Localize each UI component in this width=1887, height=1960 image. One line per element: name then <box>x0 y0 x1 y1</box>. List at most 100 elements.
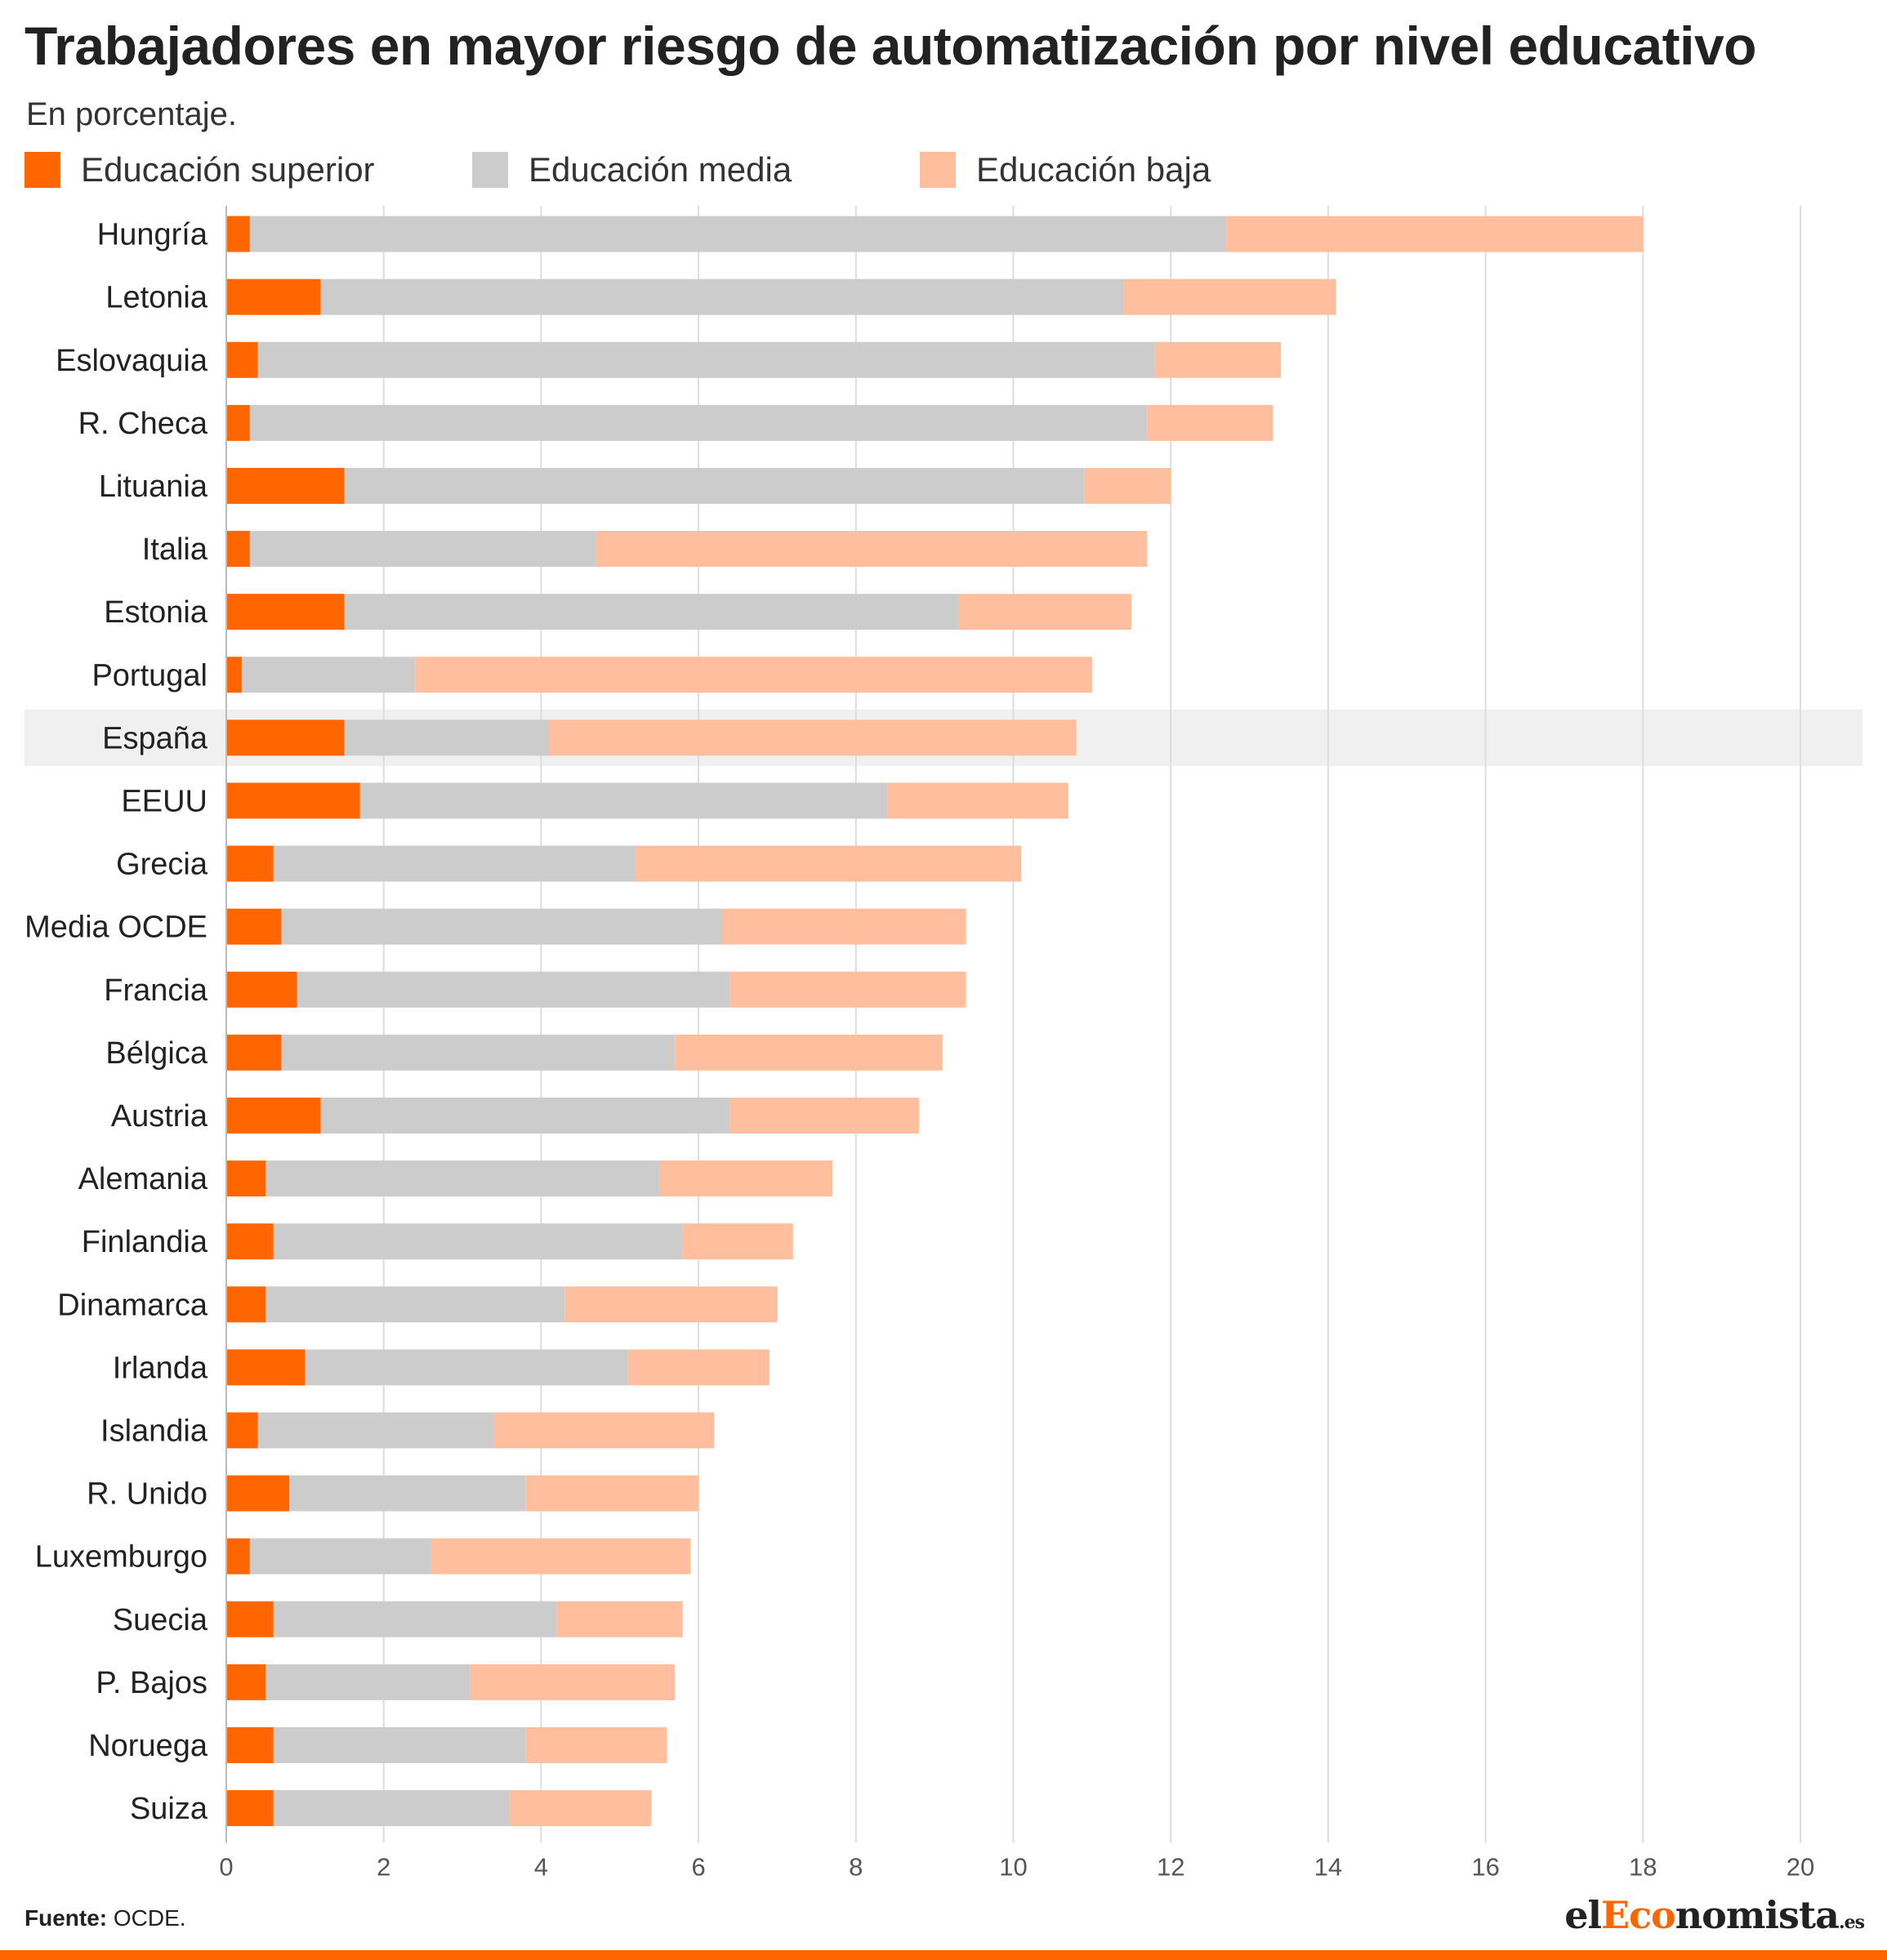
category-label-francia: Francia <box>104 973 208 1008</box>
x-tick-label-12: 12 <box>1157 1853 1184 1882</box>
category-label-belgica: Bélgica <box>105 1036 207 1071</box>
bar-r-unido-educacion-superior <box>226 1475 290 1512</box>
bar-alemania-educacion-baja <box>658 1160 832 1197</box>
category-label-grecia: Grecia <box>116 848 208 882</box>
bar-austria-educacion-media <box>320 1097 730 1134</box>
bar-lituania-educacion-baja <box>1084 467 1171 504</box>
legend-swatch-baja <box>920 152 956 188</box>
bar-italia-educacion-baja <box>596 531 1148 568</box>
bar-espana-educacion-media <box>344 719 550 756</box>
bar-noruega-educacion-media <box>273 1726 526 1763</box>
category-label-hungria: Hungría <box>97 218 208 252</box>
bar-portugal-educacion-baja <box>415 657 1092 693</box>
bar-espana-educacion-superior <box>226 719 345 756</box>
bar-alemania-educacion-superior <box>226 1160 266 1197</box>
bar-letonia-educacion-baja <box>1123 278 1336 315</box>
category-label-alemania: Alemania <box>78 1162 208 1196</box>
bar-belgica-educacion-superior <box>226 1034 282 1071</box>
category-label-letonia: Letonia <box>105 281 208 315</box>
category-label-italia: Italia <box>142 532 208 567</box>
bar-dinamarca-educacion-baja <box>564 1286 778 1323</box>
bar-finlandia-educacion-superior <box>226 1223 274 1260</box>
bar-luxemburgo-educacion-media <box>249 1538 431 1575</box>
legend-swatch-media <box>472 152 508 188</box>
x-tick-label-20: 20 <box>1787 1853 1814 1882</box>
bar-dinamarca-educacion-media <box>265 1286 565 1323</box>
bar-hungria-educacion-superior <box>226 216 250 252</box>
x-tick-label-8: 8 <box>849 1853 863 1882</box>
category-label-eslovaquia: Eslovaquia <box>56 344 208 378</box>
bar-austria-educacion-baja <box>729 1097 919 1134</box>
bar-eslovaquia-educacion-baja <box>1154 341 1282 378</box>
category-label-noruega: Noruega <box>88 1729 208 1763</box>
chart-subtitle: En porcentaje. <box>26 96 237 132</box>
bar-r-unido-educacion-baja <box>525 1475 699 1512</box>
source-note: Fuente: OCDE. <box>25 1905 186 1931</box>
bar-estonia-educacion-baja <box>958 594 1132 630</box>
bar-eeuu-educacion-superior <box>226 782 360 819</box>
bar-islandia-educacion-superior <box>226 1412 258 1449</box>
bar-eeuu-educacion-media <box>359 782 888 819</box>
brand-logo: elEconomista.es <box>1564 1893 1865 1937</box>
category-label-finlandia: Finlandia <box>82 1225 208 1259</box>
bar-eslovaquia-educacion-superior <box>226 341 258 378</box>
brand-prefix: el <box>1564 1893 1602 1937</box>
category-label-r-unido: R. Unido <box>87 1477 207 1512</box>
bar-p-bajos-educacion-superior <box>226 1664 266 1700</box>
bar-alemania-educacion-media <box>265 1160 659 1197</box>
bar-suiza-educacion-media <box>273 1790 510 1827</box>
category-label-eeuu: EEUU <box>121 784 207 818</box>
bottom-accent-bar <box>0 1950 1887 1960</box>
bar-belgica-educacion-baja <box>675 1034 943 1071</box>
bar-islandia-educacion-media <box>257 1412 494 1449</box>
bar-irlanda-educacion-superior <box>226 1349 306 1386</box>
bar-belgica-educacion-media <box>281 1034 676 1071</box>
bar-francia-educacion-superior <box>226 971 297 1008</box>
brand-suffix: .es <box>1838 1912 1865 1933</box>
x-tick-label-10: 10 <box>999 1853 1027 1882</box>
category-label-r-checa: R. Checa <box>78 407 208 441</box>
legend-label-media: Educación media <box>529 150 792 189</box>
bar-r-checa-educacion-superior <box>226 404 250 441</box>
brand-accent: Eco <box>1600 1893 1676 1937</box>
bar-austria-educacion-superior <box>226 1097 321 1134</box>
bar-p-bajos-educacion-media <box>265 1664 471 1700</box>
x-tick-label-6: 6 <box>691 1853 705 1882</box>
bar-media-ocde-educacion-superior <box>226 908 282 945</box>
bar-suecia-educacion-media <box>273 1601 557 1637</box>
bar-hungria-educacion-baja <box>1225 216 1644 252</box>
bar-letonia-educacion-media <box>320 278 1124 315</box>
bar-hungria-educacion-media <box>249 216 1226 252</box>
bar-media-ocde-educacion-media <box>281 908 723 945</box>
category-label-luxemburgo: Luxemburgo <box>35 1540 207 1575</box>
category-label-estonia: Estonia <box>104 595 208 630</box>
bar-p-bajos-educacion-baja <box>470 1664 676 1700</box>
bar-portugal-educacion-superior <box>226 657 243 693</box>
bar-noruega-educacion-superior <box>226 1726 274 1763</box>
bar-irlanda-educacion-baja <box>627 1349 770 1386</box>
bar-dinamarca-educacion-superior <box>226 1286 266 1323</box>
category-label-espana: España <box>102 721 208 755</box>
bar-finlandia-educacion-media <box>273 1223 683 1260</box>
bar-r-unido-educacion-media <box>289 1475 526 1512</box>
category-label-lituania: Lituania <box>99 470 208 504</box>
bar-francia-educacion-media <box>297 971 730 1008</box>
bar-grecia-educacion-baja <box>636 845 1022 882</box>
bar-irlanda-educacion-media <box>305 1349 628 1386</box>
bar-italia-educacion-media <box>249 531 596 568</box>
brand-main: nomista <box>1675 1893 1840 1937</box>
bar-italia-educacion-superior <box>226 531 250 568</box>
bar-lituania-educacion-media <box>344 467 1085 504</box>
category-label-portugal: Portugal <box>91 658 207 693</box>
bar-grecia-educacion-media <box>273 845 636 882</box>
category-label-austria: Austria <box>111 1099 208 1134</box>
bar-grecia-educacion-superior <box>226 845 274 882</box>
bar-eeuu-educacion-baja <box>887 782 1068 819</box>
bar-suiza-educacion-baja <box>509 1790 652 1827</box>
legend-label-superior: Educación superior <box>81 150 375 189</box>
bar-noruega-educacion-baja <box>525 1726 667 1763</box>
bar-suiza-educacion-superior <box>226 1790 274 1827</box>
bar-finlandia-educacion-baja <box>682 1223 793 1260</box>
category-label-suecia: Suecia <box>113 1603 208 1637</box>
category-label-irlanda: Irlanda <box>113 1351 208 1385</box>
